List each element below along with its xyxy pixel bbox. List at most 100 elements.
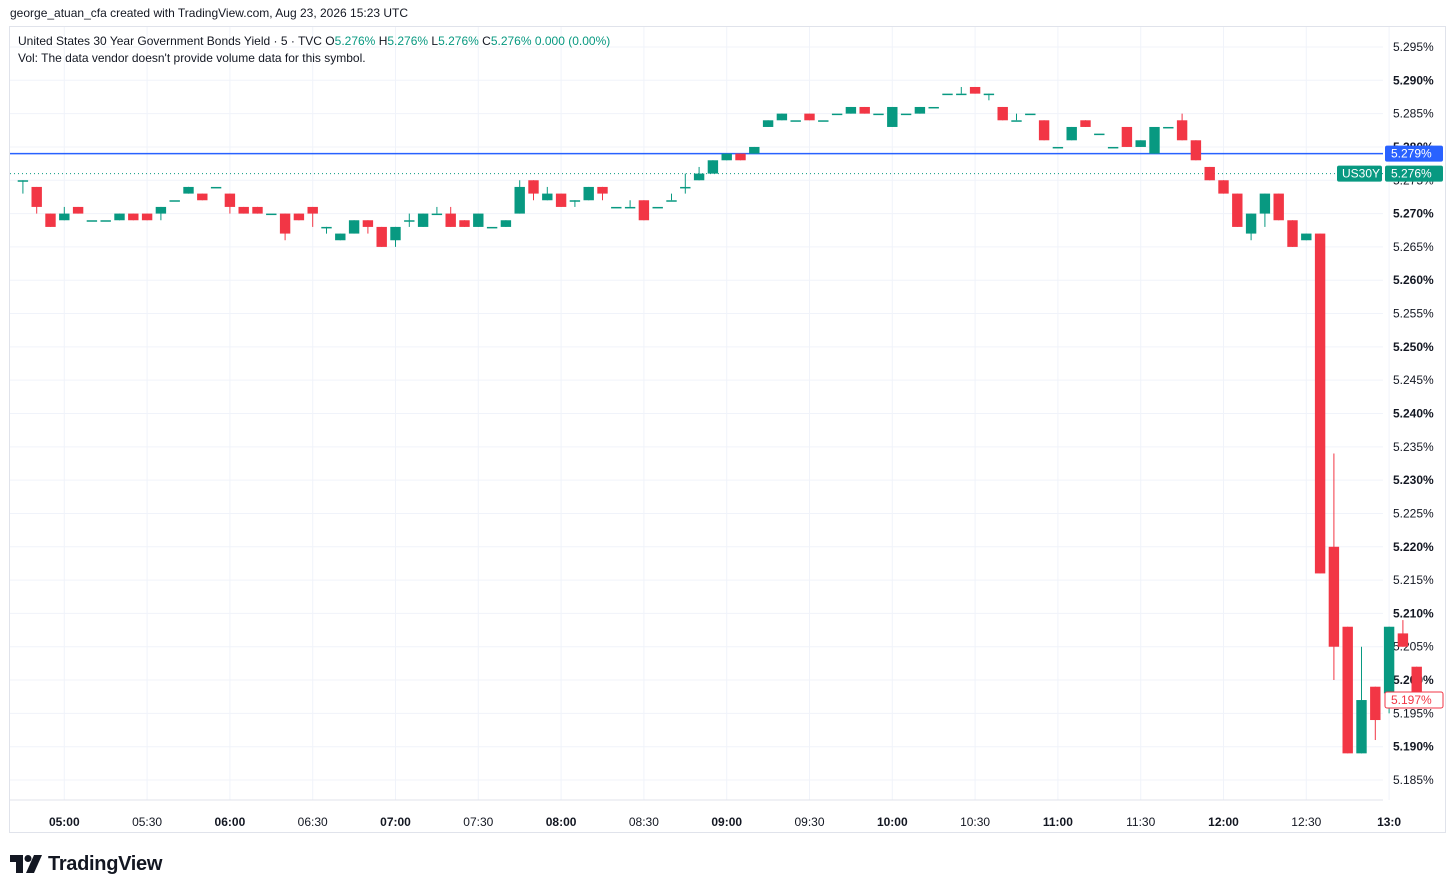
- candle-body: [956, 93, 967, 96]
- candlestick-chart[interactable]: 5.295%5.290%5.285%5.280%5.275%5.270%5.26…: [10, 27, 1445, 832]
- candle-body: [1094, 133, 1105, 136]
- x-tick-label: 12:30: [1291, 815, 1321, 829]
- candle-body: [790, 120, 801, 122]
- candle-body: [348, 220, 360, 234]
- candle-body: [1411, 666, 1422, 701]
- x-tick-label: 09:30: [794, 815, 824, 829]
- candle-body: [1052, 146, 1064, 149]
- candle-body: [1135, 140, 1146, 147]
- candle-body: [1259, 193, 1271, 214]
- candle-body: [900, 113, 912, 116]
- candle-body: [873, 113, 884, 116]
- candle-body: [238, 206, 249, 214]
- x-tick-label: 09:00: [711, 815, 742, 829]
- candle-body: [1218, 180, 1229, 194]
- candle-body: [693, 173, 705, 181]
- candle-body: [1397, 633, 1409, 647]
- candle-body: [1232, 193, 1243, 227]
- candle-body: [1066, 126, 1077, 141]
- candle-body: [1356, 700, 1367, 754]
- y-tick-label: 5.250%: [1393, 340, 1434, 354]
- candle-body: [1301, 233, 1312, 241]
- candle-body: [169, 200, 180, 202]
- candle-body: [86, 220, 98, 222]
- y-tick-label: 5.210%: [1393, 606, 1434, 620]
- candle-body: [611, 206, 622, 209]
- candle-body: [818, 120, 829, 122]
- candle-body: [100, 220, 111, 222]
- candle-body: [583, 186, 594, 201]
- candle-body: [776, 113, 788, 121]
- candle-body: [1025, 113, 1036, 116]
- y-tick-label: 5.285%: [1393, 107, 1434, 121]
- candle-body: [486, 226, 498, 229]
- candle-body: [652, 206, 663, 209]
- candle-body: [997, 106, 1008, 121]
- current-price-tag: 5.197%: [1384, 691, 1444, 709]
- candle-body: [459, 220, 470, 227]
- candle-body: [528, 180, 539, 194]
- candle-body: [1176, 120, 1188, 141]
- candle-body: [1149, 126, 1160, 154]
- candle-body: [928, 106, 939, 109]
- candle-body: [128, 213, 139, 221]
- candle-body: [1342, 626, 1353, 754]
- candle-body: [252, 206, 263, 214]
- y-tick-label: 5.215%: [1393, 573, 1434, 587]
- y-tick-label: 5.260%: [1393, 273, 1434, 287]
- candle-body: [1383, 626, 1395, 694]
- candle-body: [376, 226, 387, 247]
- x-tick-label: 08:30: [629, 815, 659, 829]
- candle-body: [224, 193, 236, 207]
- y-tick-label: 5.235%: [1393, 440, 1434, 454]
- brand-name: TradingView: [48, 852, 163, 875]
- y-tick-label: 5.295%: [1393, 40, 1434, 54]
- candle-body: [597, 186, 608, 194]
- candle-body: [707, 160, 719, 174]
- x-tick-label: 05:30: [132, 815, 162, 829]
- y-tick-label: 5.240%: [1393, 407, 1434, 421]
- candle-body: [569, 200, 581, 202]
- candle-body: [680, 186, 691, 189]
- last-price-tag-label: 5.276%: [1391, 167, 1432, 181]
- chart-frame[interactable]: 5.295%5.290%5.285%5.280%5.275%5.270%5.26…: [9, 26, 1446, 833]
- candle-body: [445, 213, 456, 227]
- candle-body: [1287, 220, 1298, 247]
- candle-body: [1107, 146, 1119, 149]
- candle-body: [141, 213, 153, 221]
- y-tick-label: 5.245%: [1393, 373, 1434, 387]
- candle-body: [1370, 686, 1381, 721]
- symbol-badge-label: US30Y: [1342, 167, 1380, 181]
- x-tick-label: 13:0: [1377, 815, 1401, 829]
- candle-body: [1190, 140, 1202, 161]
- candle-body: [17, 180, 29, 182]
- current-price-tag-bg: [1384, 691, 1444, 709]
- candle-body: [514, 186, 525, 214]
- y-tick-label: 5.230%: [1393, 473, 1434, 487]
- candle-body: [417, 213, 429, 227]
- candle-body: [666, 200, 677, 202]
- y-tick-label: 5.270%: [1393, 207, 1434, 221]
- x-tick-label: 05:00: [49, 815, 80, 829]
- candle-body: [624, 206, 636, 209]
- candle-body: [321, 226, 332, 229]
- y-tick-label: 5.195%: [1393, 706, 1434, 720]
- candle-body: [404, 220, 415, 222]
- last-price-tag: 5.276%: [1385, 165, 1443, 182]
- candle-body: [1011, 120, 1022, 122]
- candle-body: [431, 213, 443, 216]
- candle-body: [942, 93, 953, 96]
- candle-body: [749, 146, 760, 154]
- reference-price-tag: 5.279%: [1385, 145, 1443, 162]
- candle-body: [45, 213, 56, 227]
- candle-body: [59, 213, 70, 221]
- candle-body: [831, 113, 843, 116]
- candle-body: [735, 153, 746, 161]
- tradingview-brand[interactable]: TradingView: [10, 851, 162, 877]
- x-tick-label: 07:00: [380, 815, 411, 829]
- candle-body: [1273, 193, 1284, 221]
- candle-body: [804, 113, 815, 121]
- chart-attribution: george_atuan_cfa created with TradingVie…: [10, 6, 409, 20]
- candle-body: [390, 226, 401, 241]
- candle-body: [638, 200, 650, 221]
